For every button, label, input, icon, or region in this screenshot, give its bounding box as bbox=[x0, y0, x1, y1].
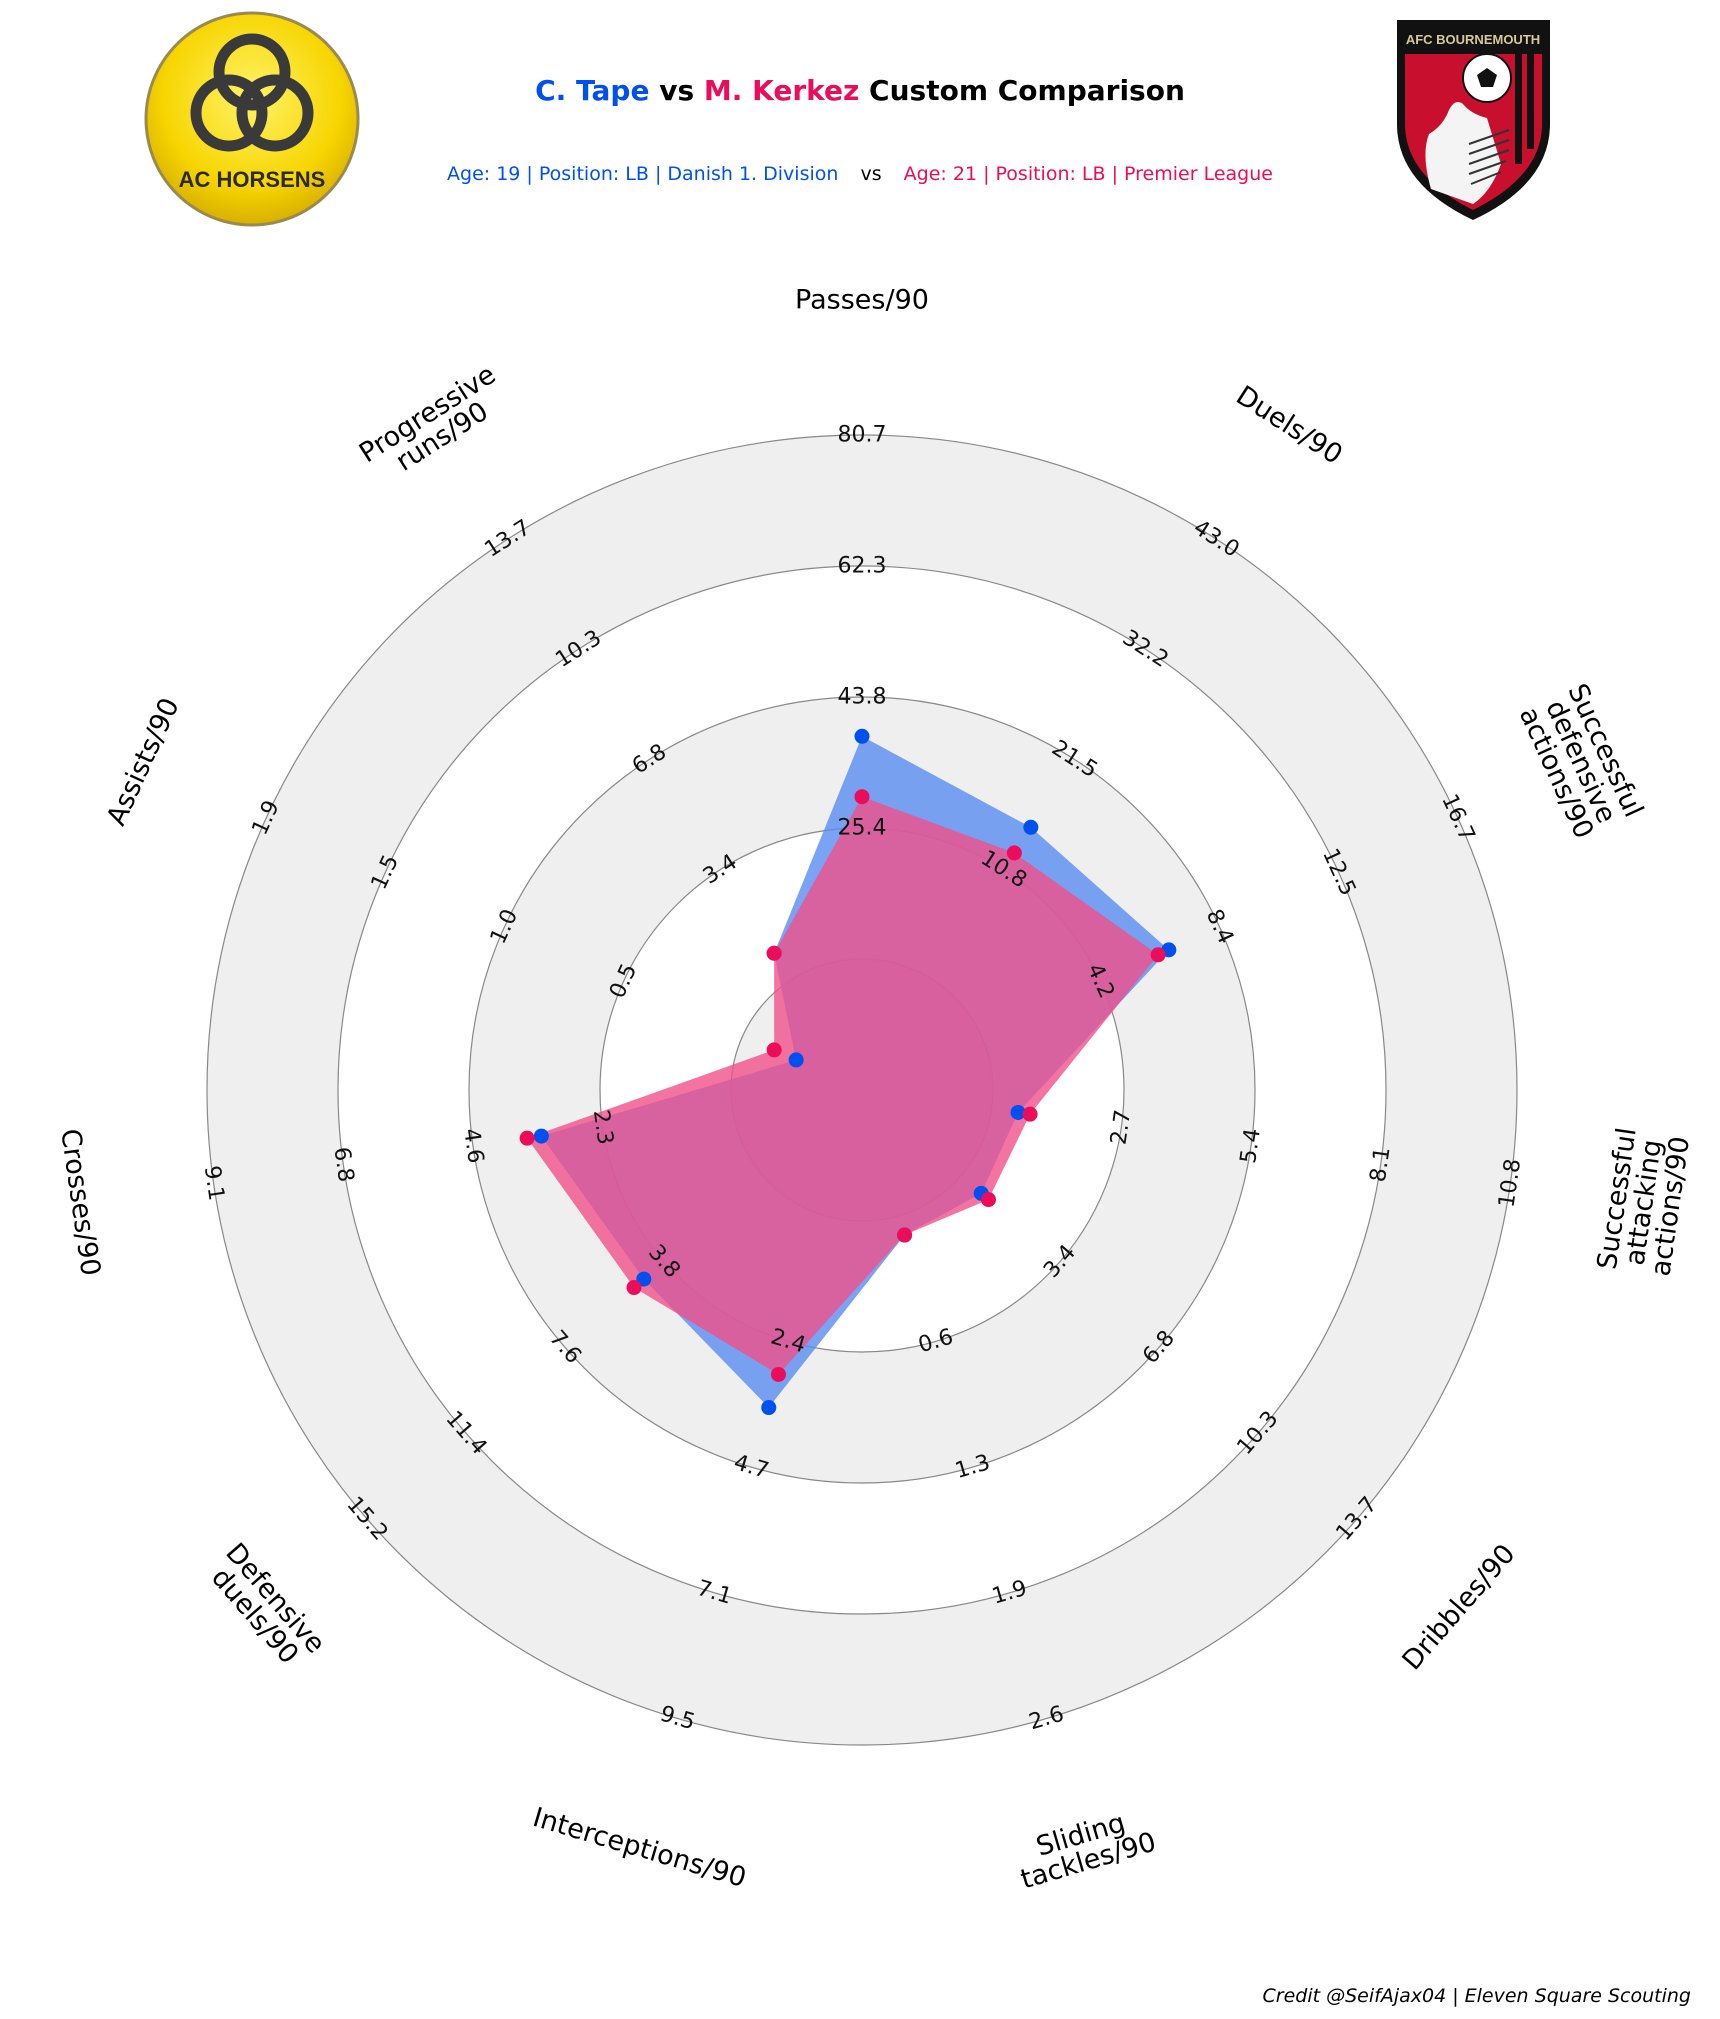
series-1-point bbox=[1010, 1104, 1026, 1120]
category-label-line: Crosses/90 bbox=[54, 1127, 106, 1278]
tick-label: 4.6 bbox=[458, 1127, 488, 1165]
series-1-point bbox=[1023, 819, 1039, 835]
category-label-line: Passes/90 bbox=[795, 285, 929, 316]
category-label-line: Interceptions/90 bbox=[529, 1802, 749, 1894]
series-2-point bbox=[897, 1227, 913, 1243]
ring-circle-4 bbox=[206, 434, 1518, 1746]
player1-info: Age: 19 | Position: LB | Danish 1. Divis… bbox=[447, 163, 839, 185]
tick-label: 2.7 bbox=[1106, 1108, 1136, 1146]
category-label: Crosses/90 bbox=[54, 1127, 106, 1278]
tick-label: 8.1 bbox=[1366, 1145, 1396, 1183]
tick-label: 43.8 bbox=[838, 685, 887, 710]
series-2-point bbox=[1006, 845, 1022, 861]
series-2-point bbox=[770, 1366, 786, 1382]
tick-label: 62.3 bbox=[838, 554, 887, 579]
title-suffix: Custom Comparison bbox=[869, 74, 1185, 107]
series-1-point bbox=[533, 1128, 549, 1144]
series-1-point bbox=[788, 1052, 804, 1068]
series-1-point bbox=[854, 728, 870, 744]
credit-text: Credit @SeifAjax04 | Eleven Square Scout… bbox=[1262, 1985, 1691, 2007]
radar-series bbox=[519, 728, 1177, 1416]
series-1-point bbox=[636, 1271, 652, 1287]
tick-label: 2.3 bbox=[588, 1108, 618, 1146]
subtitle-vs: vs bbox=[860, 163, 882, 185]
series-2-point bbox=[980, 1192, 996, 1208]
category-label: Passes/90 bbox=[795, 285, 929, 316]
tick-label: 6.8 bbox=[328, 1145, 358, 1183]
category-label: Assists/90 bbox=[101, 693, 186, 830]
category-label-line: Duels/90 bbox=[1230, 380, 1347, 471]
ring-circle-3 bbox=[337, 565, 1387, 1615]
category-label-line: Dribbles/90 bbox=[1396, 1539, 1521, 1677]
category-label: Dribbles/90 bbox=[1396, 1539, 1521, 1677]
afc-bournemouth-logo: AFC BOURNEMOUTH bbox=[1397, 20, 1550, 220]
player2-info: Age: 21 | Position: LB | Premier League bbox=[903, 163, 1273, 185]
category-label: Duels/90 bbox=[1230, 380, 1347, 471]
series-2-point bbox=[626, 1280, 642, 1296]
ring-circle-2 bbox=[468, 696, 1256, 1484]
player1-name: C. Tape bbox=[535, 74, 650, 107]
series-2-point bbox=[519, 1130, 535, 1146]
title-vs: vs bbox=[659, 74, 695, 107]
afc-bournemouth-logo-text: AFC BOURNEMOUTH bbox=[1406, 32, 1540, 47]
series-2-point bbox=[766, 1042, 782, 1058]
ac-horsens-logo: AC HORSENS bbox=[144, 11, 360, 227]
series-2-point bbox=[1150, 947, 1166, 963]
tick-label: 80.7 bbox=[838, 423, 887, 448]
series-area-2 bbox=[527, 796, 1159, 1375]
category-label: Interceptions/90 bbox=[529, 1802, 749, 1894]
tick-label: 25.4 bbox=[838, 816, 887, 841]
player2-name: M. Kerkez bbox=[703, 74, 860, 107]
chart-subtitle: Age: 19 | Position: LB | Danish 1. Divis… bbox=[0, 163, 1720, 185]
series-2-point bbox=[766, 945, 782, 961]
series-2-point bbox=[854, 789, 870, 805]
tick-label: 9.1 bbox=[199, 1164, 229, 1202]
series-2-point bbox=[1022, 1106, 1038, 1122]
ac-horsens-logo-text: AC HORSENS bbox=[179, 167, 326, 192]
series-1-point bbox=[761, 1400, 777, 1416]
chart-title: C. Tape vs M. Kerkez Custom Comparison bbox=[0, 74, 1720, 107]
category-label-line: Assists/90 bbox=[101, 693, 186, 830]
tick-label: 5.4 bbox=[1236, 1127, 1266, 1165]
